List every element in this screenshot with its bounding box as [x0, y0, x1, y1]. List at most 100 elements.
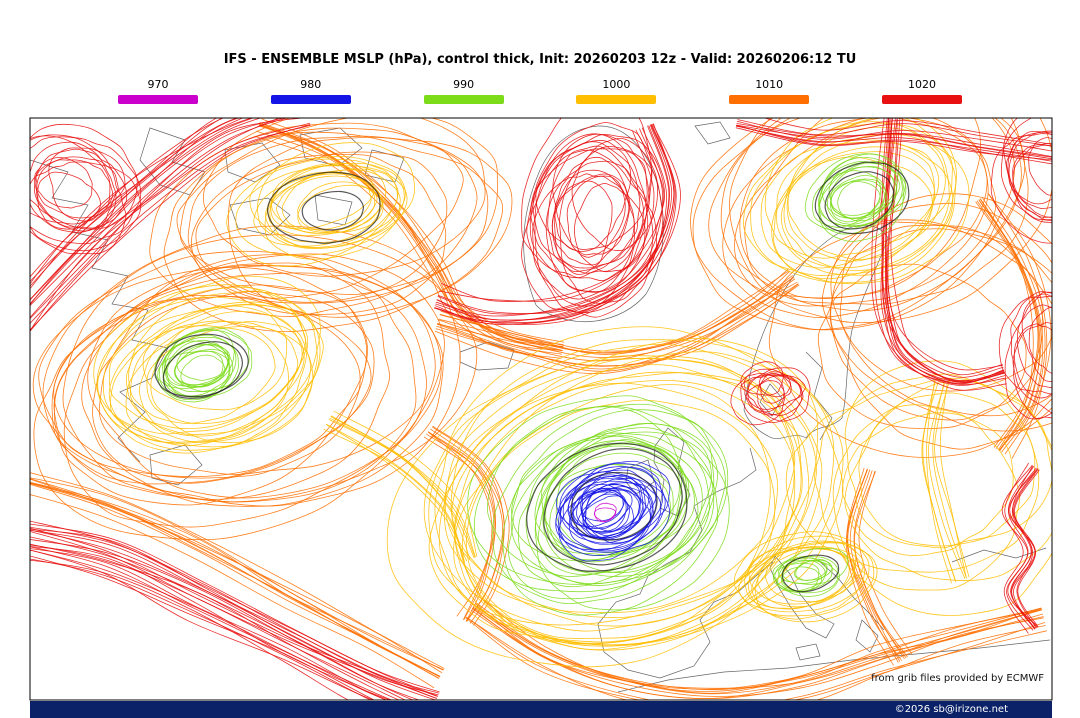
contour-1010hpa: [30, 494, 435, 688]
contour-1010hpa: [474, 604, 1042, 695]
legend-swatch: [576, 95, 657, 104]
contour-1010hpa: [980, 198, 1044, 451]
contour-990hpa: [154, 329, 235, 389]
contour-1000hpa: [928, 382, 966, 579]
contour-1020hpa: [30, 546, 390, 700]
contour-1000hpa: [760, 141, 940, 269]
contour-control: [154, 333, 249, 398]
contour-990hpa: [166, 344, 230, 398]
contour-1020hpa: [730, 373, 786, 426]
contour-1020hpa: [435, 124, 673, 317]
contour-1000hpa: [125, 290, 321, 435]
contour-1010hpa: [440, 270, 790, 354]
contour-1010hpa: [30, 484, 440, 679]
contour-1020hpa: [1003, 462, 1029, 634]
contour-1020hpa: [30, 520, 440, 693]
contour-990hpa: [778, 547, 849, 585]
contour-1010hpa: [432, 425, 510, 626]
contour-1010hpa: [438, 277, 795, 362]
contour-1000hpa: [764, 118, 953, 259]
contour-1000hpa: [461, 351, 844, 646]
contour-1020hpa: [745, 380, 785, 413]
contour-1010hpa: [149, 122, 478, 318]
contour-1000hpa: [235, 165, 408, 256]
contour-control: [301, 190, 365, 231]
contour-1020hpa: [534, 133, 658, 318]
contour-980hpa: [572, 487, 628, 529]
contour-1010hpa: [33, 272, 427, 541]
contour-1000hpa: [922, 380, 957, 582]
contour-1010hpa: [768, 221, 1052, 458]
contour-1010hpa: [475, 602, 1042, 694]
coastline: [694, 121, 731, 145]
contour-1010hpa: [988, 193, 1052, 455]
contour-1000hpa: [443, 382, 778, 614]
page-title: IFS - ENSEMBLE MSLP (hPa), control thick…: [223, 52, 857, 67]
contour-1010hpa: [53, 262, 390, 500]
contour-1020hpa: [559, 146, 664, 304]
contour-990hpa: [163, 327, 250, 393]
contour-1000hpa: [858, 392, 1036, 547]
contour-990hpa: [541, 422, 719, 573]
contour-1020hpa: [1010, 295, 1052, 419]
contour-1020hpa: [30, 549, 387, 700]
contour-1020hpa: [30, 555, 374, 700]
contour-980hpa: [558, 486, 652, 562]
contour-1020hpa: [1008, 130, 1052, 218]
contour-1000hpa: [276, 175, 378, 234]
contour-1010hpa: [846, 467, 901, 662]
contour-990hpa: [781, 559, 839, 594]
contour-990hpa: [804, 153, 903, 231]
contour-1000hpa: [270, 164, 375, 230]
contour-980hpa: [582, 493, 630, 533]
contour-1010hpa: [722, 118, 989, 318]
contour-1010hpa: [720, 118, 1026, 312]
contour-1010hpa: [692, 118, 1022, 331]
contour-1000hpa: [783, 118, 957, 271]
contour-1020hpa: [736, 121, 1052, 152]
contour-1020hpa: [30, 523, 438, 697]
contour-1020hpa: [1009, 467, 1039, 628]
contour-990hpa: [534, 431, 730, 611]
coastline-north-africa: [617, 639, 1051, 693]
contour-1020hpa: [736, 123, 1052, 160]
contour-1010hpa: [30, 482, 441, 677]
contour-1000hpa: [386, 355, 795, 668]
contour-1020hpa: [30, 118, 237, 301]
contour-990hpa: [545, 439, 680, 561]
contour-1000hpa: [328, 419, 471, 560]
legend-item-970: 970: [118, 78, 198, 104]
contour-980hpa: [568, 476, 642, 539]
contour-1000hpa: [932, 382, 967, 579]
contour-1010hpa: [744, 118, 1029, 305]
contour-1000hpa: [747, 542, 878, 623]
contour-1010hpa: [466, 616, 1046, 700]
contour-1010hpa: [428, 431, 497, 620]
contour-1020hpa: [30, 544, 405, 700]
contour-1020hpa: [30, 527, 438, 697]
contour-1020hpa: [30, 125, 311, 332]
contour-control: [162, 341, 244, 399]
contour-1020hpa: [553, 180, 613, 275]
contour-1010hpa: [858, 471, 913, 655]
contour-1020hpa: [30, 546, 392, 700]
contour-1020hpa: [437, 127, 668, 314]
contour-1000hpa: [934, 383, 970, 578]
contour-1020hpa: [1006, 131, 1052, 221]
contour-1020hpa: [30, 134, 127, 255]
contour-1010hpa: [81, 265, 444, 507]
contour-1020hpa: [30, 531, 437, 699]
legend-label: 990: [453, 78, 475, 91]
legend-label: 1020: [907, 78, 936, 91]
contour-1010hpa: [62, 234, 478, 503]
contour-1020hpa: [737, 119, 1052, 147]
contour-1020hpa: [30, 118, 239, 304]
contour-1020hpa: [545, 160, 649, 293]
contour-990hpa: [782, 557, 828, 584]
contour-1010hpa: [261, 118, 565, 343]
contour-1020hpa: [1010, 468, 1038, 630]
contour-1020hpa: [30, 543, 399, 700]
contour-990hpa: [174, 343, 229, 388]
contour-990hpa: [492, 403, 726, 604]
contour-1020hpa: [990, 133, 1052, 244]
